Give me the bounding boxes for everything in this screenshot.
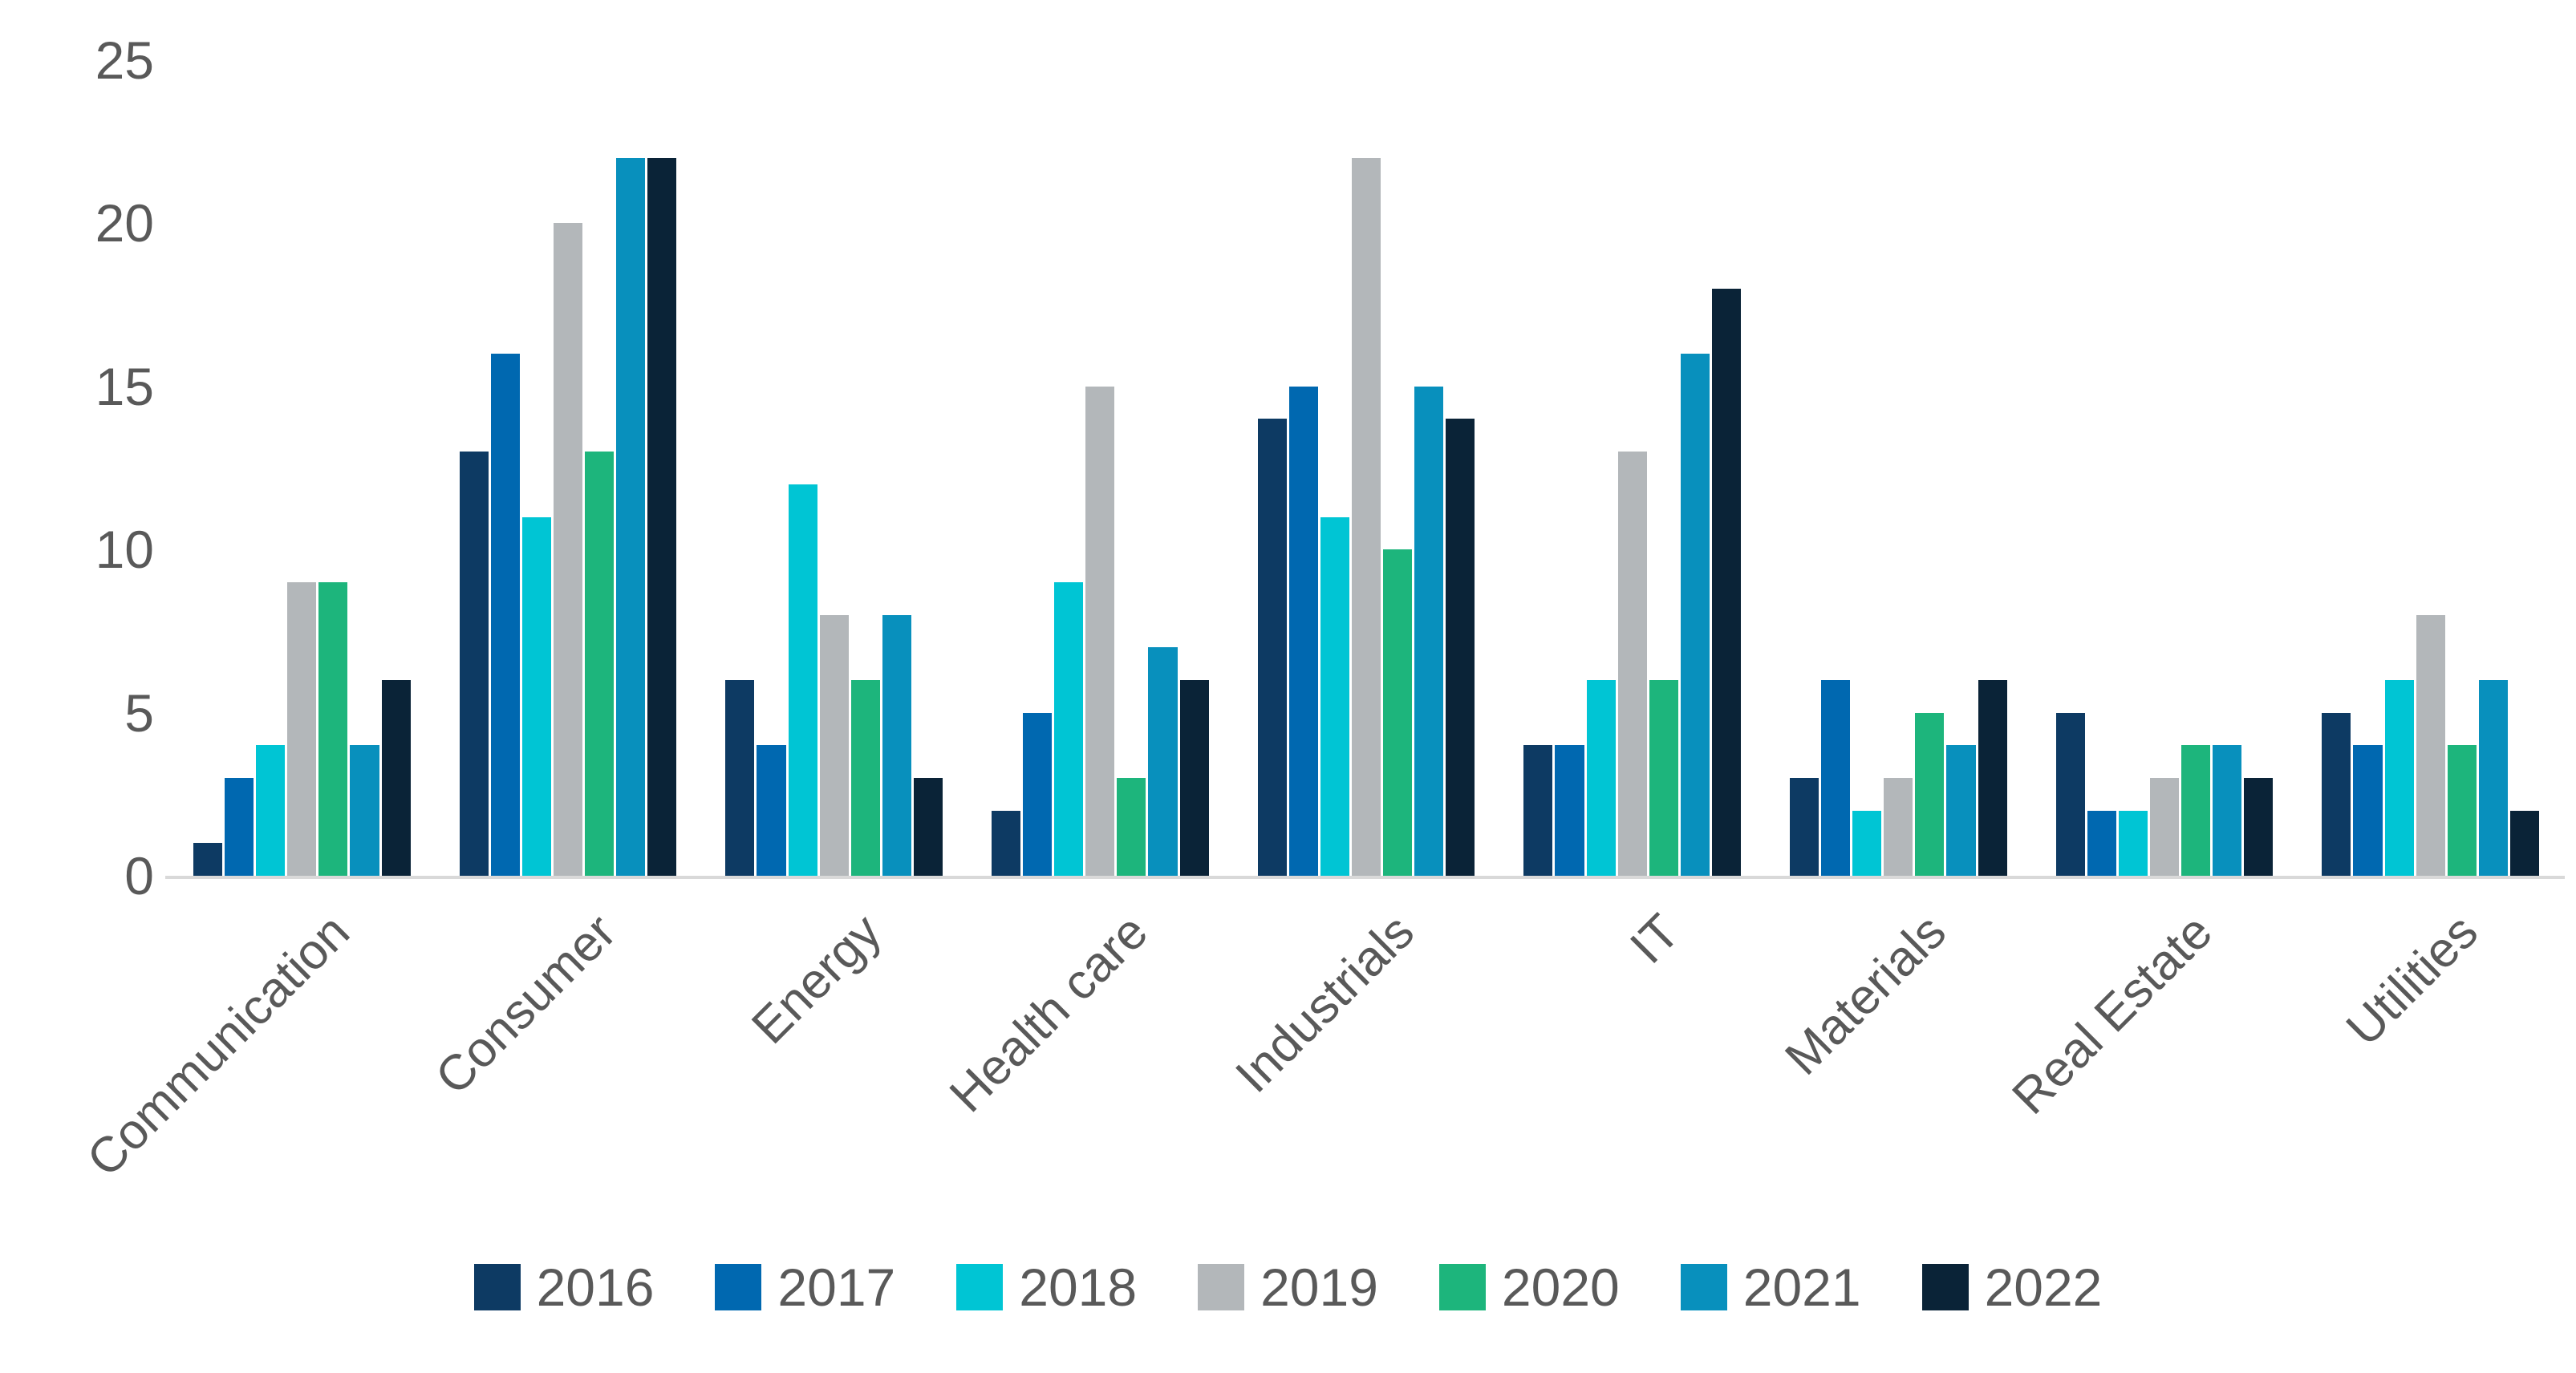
bar-2022-energy <box>913 777 943 876</box>
bar-2019-real-estate <box>2149 777 2180 876</box>
bar-2020-it <box>1649 679 1678 876</box>
bar-2022-consumer <box>647 158 677 876</box>
legend-item-2018: 2018 <box>956 1261 1137 1314</box>
bar-2019-energy <box>819 614 849 876</box>
legend-item-2022: 2022 <box>1921 1258 2103 1317</box>
bar-2020-health-care <box>1117 777 1146 876</box>
bar-2018-materials <box>1852 810 1882 876</box>
bar-2016-industrials <box>1257 419 1287 876</box>
bar-2018-health-care <box>1054 581 1084 876</box>
legend-label-2022: 2022 <box>1984 1258 2103 1317</box>
bar-2017-communication <box>225 777 254 876</box>
bar-2016-utilities <box>2322 712 2351 876</box>
legend: 2016 2017 2018 2019 2020 2021 2022 <box>0 1261 2576 1314</box>
bar-2017-energy <box>757 745 786 876</box>
bar-2020-materials <box>1915 712 1945 876</box>
legend-label-2019: 2019 <box>1260 1258 1378 1317</box>
legend-item-2016: 2016 <box>473 1258 655 1317</box>
bar-2018-communication <box>256 745 286 876</box>
bar-2022-it <box>1711 288 1741 876</box>
bar-2019-industrials <box>1351 158 1381 876</box>
bar-2020-industrials <box>1383 549 1413 876</box>
bar-2020-consumer <box>585 452 615 876</box>
bar-2019-consumer <box>553 223 583 876</box>
bar-2018-industrials <box>1320 516 1349 876</box>
bar-2018-energy <box>788 484 817 876</box>
legend-label-2016: 2016 <box>536 1258 655 1317</box>
legend-label-2018: 2018 <box>1019 1258 1138 1317</box>
bar-2017-consumer <box>490 354 520 876</box>
y-tick-label-5: 5 <box>124 682 154 743</box>
bar-2020-utilities <box>2447 745 2477 876</box>
bar-2016-it <box>1523 745 1553 876</box>
bar-2022-real-estate <box>2244 777 2274 876</box>
bar-2020-real-estate <box>2181 745 2211 876</box>
y-tick-label-20: 20 <box>95 193 154 253</box>
y-tick-label-0: 0 <box>124 846 154 905</box>
bar-2016-energy <box>725 679 755 876</box>
bar-2021-communication <box>350 745 379 876</box>
bar-2022-materials <box>1978 679 2007 876</box>
bar-2018-utilities <box>2384 679 2414 876</box>
bar-2022-communication <box>381 679 411 876</box>
legend-swatch-2017 <box>715 1264 762 1310</box>
bar-2022-industrials <box>1446 419 1475 876</box>
legend-item-2020: 2020 <box>1438 1258 1620 1317</box>
bar-2017-utilities <box>2353 745 2383 876</box>
bar-2018-it <box>1586 679 1616 876</box>
bar-2021-materials <box>1946 745 1976 876</box>
legend-label-2017: 2017 <box>777 1258 896 1317</box>
bar-2016-materials <box>1790 777 1819 876</box>
bar-2017-industrials <box>1288 386 1318 876</box>
legend-swatch-2019 <box>1198 1264 1245 1310</box>
y-tick-label-10: 10 <box>95 520 154 580</box>
legend-swatch-2018 <box>956 1264 1004 1310</box>
bar-2019-health-care <box>1085 386 1115 876</box>
legend-swatch-2022 <box>1921 1264 1969 1310</box>
bar-2019-utilities <box>2416 614 2445 876</box>
legend-item-2017: 2017 <box>715 1261 895 1314</box>
legend-item-2021: 2021 <box>1680 1258 1861 1317</box>
bar-2022-utilities <box>2509 810 2539 876</box>
legend-item-2019: 2019 <box>1198 1261 1378 1314</box>
bar-2017-real-estate <box>2087 810 2116 876</box>
x-axis-line <box>165 876 2565 879</box>
bar-2021-health-care <box>1148 647 1178 876</box>
bar-2017-health-care <box>1023 712 1053 876</box>
bar-2016-communication <box>193 843 223 876</box>
bar-2017-materials <box>1821 679 1851 876</box>
bar-2021-utilities <box>2478 679 2508 876</box>
bar-2017-it <box>1555 745 1584 876</box>
bar-2021-industrials <box>1414 386 1444 876</box>
bar-2021-consumer <box>616 158 646 876</box>
legend-label-2020: 2020 <box>1501 1258 1620 1317</box>
legend-label-2021: 2021 <box>1742 1258 1861 1317</box>
legend-swatch-2020 <box>1438 1264 1486 1310</box>
bar-2016-consumer <box>459 452 489 876</box>
bar-2019-materials <box>1884 777 1913 876</box>
legend-swatch-2016 <box>473 1264 521 1310</box>
legend-swatch-2021 <box>1680 1264 1727 1310</box>
bar-2018-consumer <box>521 516 551 876</box>
bar-2022-health-care <box>1179 679 1209 876</box>
bar-2021-energy <box>882 614 911 876</box>
y-tick-label-25: 25 <box>95 30 154 90</box>
bar-2021-it <box>1680 354 1710 876</box>
bar-2021-real-estate <box>2213 745 2242 876</box>
bar-2020-communication <box>318 581 348 876</box>
bar-2018-real-estate <box>2118 810 2148 876</box>
bar-2016-health-care <box>992 810 1021 876</box>
bar-2019-communication <box>287 581 317 876</box>
bar-2019-it <box>1617 452 1647 876</box>
bar-2016-real-estate <box>2055 712 2085 876</box>
y-tick-label-15: 15 <box>95 356 154 416</box>
bar-2020-energy <box>850 679 880 876</box>
